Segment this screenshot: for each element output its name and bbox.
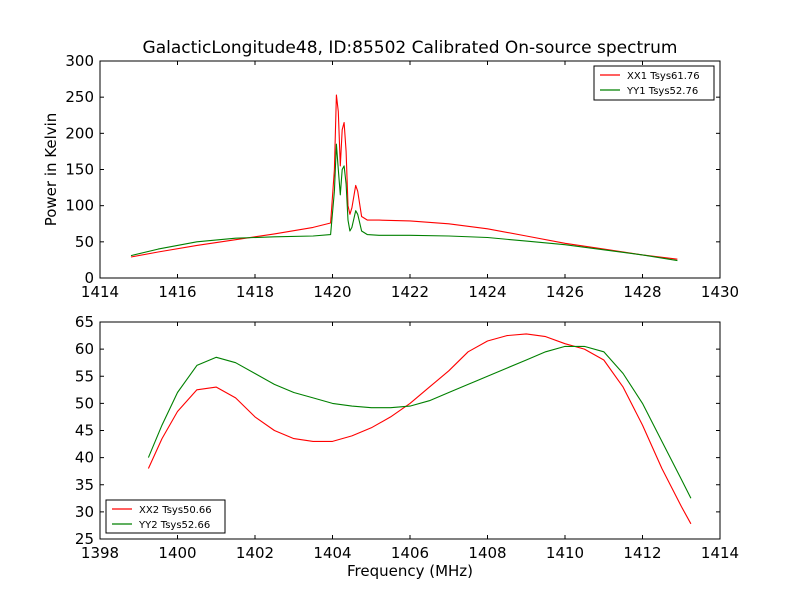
legend-entry-1: XX2 Tsys50.66 bbox=[139, 505, 212, 516]
y-tick-label: 50 bbox=[75, 394, 94, 412]
legend-box bbox=[105, 499, 226, 534]
y-tick-label: 250 bbox=[65, 88, 94, 106]
x-tick-label: 1406 bbox=[391, 544, 429, 562]
x-tick-label: 1420 bbox=[313, 283, 351, 301]
x-tick-label: 1404 bbox=[313, 544, 351, 562]
y-tick-label: 65 bbox=[75, 313, 94, 331]
y-tick-label: 60 bbox=[75, 340, 94, 358]
x-tick-label: 1408 bbox=[468, 544, 506, 562]
x-tick-label: 1424 bbox=[468, 283, 506, 301]
x-tick-label: 1416 bbox=[158, 283, 196, 301]
x-tick-label: 1414 bbox=[81, 283, 119, 301]
x-tick-label: 1414 bbox=[701, 544, 739, 562]
x-axis-label: Frequency (MHz) bbox=[347, 562, 473, 580]
x-tick-label: 1430 bbox=[701, 283, 739, 301]
y-tick-label: 25 bbox=[75, 530, 94, 548]
chart-title: GalacticLongitude48, ID:85502 Calibrated… bbox=[143, 38, 678, 58]
y-tick-label: 40 bbox=[75, 449, 94, 467]
legend-entry-2: YY2 Tsys52.66 bbox=[138, 520, 210, 531]
y-tick-label: 35 bbox=[75, 476, 94, 494]
x-tick-label: 1426 bbox=[546, 283, 584, 301]
y-tick-label: 100 bbox=[65, 197, 94, 215]
lower-plot: 1398 1400 1402 1404 1406 1408 1410 1412 1414 25 30… bbox=[75, 313, 739, 580]
legend: XX1 Tsys61.76 YY1 Tsys52.76 bbox=[593, 65, 715, 101]
legend: XX2 Tsys50.66 YY2 Tsys52.66 bbox=[105, 499, 226, 534]
y-tick-label: 45 bbox=[75, 422, 94, 440]
y-tick-label: 150 bbox=[65, 161, 94, 179]
legend-box bbox=[593, 65, 715, 101]
series-line-1 bbox=[147, 333, 692, 525]
x-tick-label: 1412 bbox=[623, 544, 661, 562]
y-tick-label: 200 bbox=[65, 124, 94, 142]
x-tick-label: 1398 bbox=[81, 544, 119, 562]
x-tick-label: 1428 bbox=[623, 283, 661, 301]
y-tick-label: 300 bbox=[65, 52, 94, 70]
legend-entry-2: YY1 Tsys52.76 bbox=[626, 86, 698, 97]
x-tick-label: 1410 bbox=[546, 544, 584, 562]
y-tick-label: 55 bbox=[75, 367, 94, 385]
y-axis-label: Power in Kelvin bbox=[42, 113, 60, 227]
legend-entry-1: XX1 Tsys61.76 bbox=[627, 71, 700, 82]
upper-plot: 1414 1416 1418 1420 1422 1424 1426 1428 1430 0 50 1… bbox=[42, 52, 739, 301]
y-tick-label: 50 bbox=[75, 233, 94, 251]
x-tick-label: 1422 bbox=[391, 283, 429, 301]
x-tick-label: 1402 bbox=[236, 544, 274, 562]
series-line-1 bbox=[130, 94, 678, 260]
x-tick-label: 1418 bbox=[236, 283, 274, 301]
y-tick-label: 30 bbox=[75, 503, 94, 521]
series-line-2 bbox=[130, 143, 678, 262]
x-tick-label: 1400 bbox=[158, 544, 196, 562]
series-line-2 bbox=[147, 345, 692, 499]
y-tick-label: 0 bbox=[84, 269, 94, 287]
